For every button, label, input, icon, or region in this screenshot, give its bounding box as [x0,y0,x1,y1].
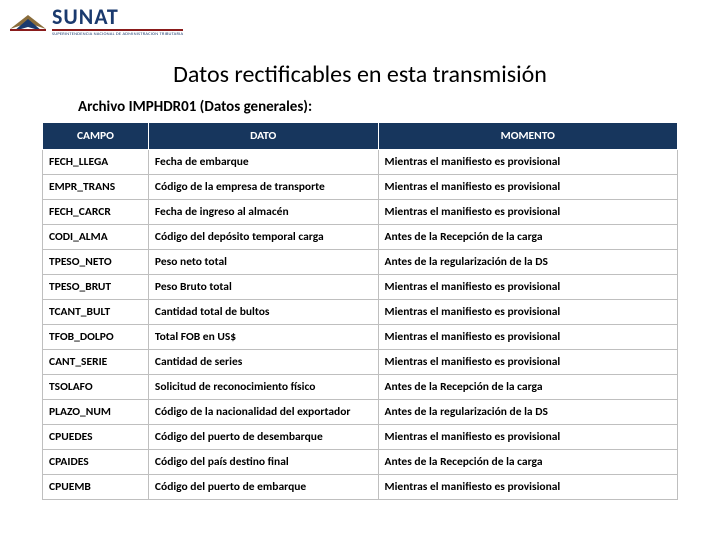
table-row: EMPR_TRANSCódigo de la empresa de transp… [43,175,678,200]
table-cell: Cantidad total de bultos [148,300,378,325]
page-subtitle: Archivo IMPHDR01 (Datos generales): [78,98,312,116]
table-cell: TFOB_DOLPO [43,325,149,350]
table-cell: Mientras el manifiesto es provisional [378,150,677,175]
table-cell: CPUEMB [43,475,149,500]
table-cell: CODI_ALMA [43,225,149,250]
table-body: FECH_LLEGAFecha de embarqueMientras el m… [43,150,678,500]
table-cell: CPAIDES [43,450,149,475]
table-cell: Antes de la regularización de la DS [378,400,677,425]
col-header-campo: CAMPO [43,123,149,150]
table-cell: Peso neto total [148,250,378,275]
col-header-dato: DATO [148,123,378,150]
table-cell: Fecha de embarque [148,150,378,175]
table-cell: Antes de la Recepción de la carga [378,450,677,475]
table-cell: Mientras el manifiesto es provisional [378,475,677,500]
table-cell: Mientras el manifiesto es provisional [378,325,677,350]
table-cell: Antes de la Recepción de la carga [378,375,677,400]
logo-subtitle: SUPERINTENDENCIA NACIONAL DE ADMINISTRAC… [52,33,183,38]
table-cell: Mientras el manifiesto es provisional [378,300,677,325]
table-cell: Mientras el manifiesto es provisional [378,425,677,450]
table-cell: CPUEDES [43,425,149,450]
logo-mark-icon [8,9,48,35]
table-cell: FECH_CARCR [43,200,149,225]
table-row: TSOLAFOSolicitud de reconocimiento físic… [43,375,678,400]
table-row: CPUEMBCódigo del puerto de embarqueMient… [43,475,678,500]
table-header: CAMPO DATO MOMENTO [43,123,678,150]
table-cell: Antes de la Recepción de la carga [378,225,677,250]
table-row: CANT_SERIECantidad de seriesMientras el … [43,350,678,375]
table-cell: TSOLAFO [43,375,149,400]
table-cell: Fecha de ingreso al almacén [148,200,378,225]
table-cell: Peso Bruto total [148,275,378,300]
table-cell: TPESO_NETO [43,250,149,275]
logo-text: SUNAT SUPERINTENDENCIA NACIONAL DE ADMIN… [52,6,183,38]
table-row: CODI_ALMACódigo del depósito temporal ca… [43,225,678,250]
table-row: FECH_CARCRFecha de ingreso al almacénMie… [43,200,678,225]
logo: SUNAT SUPERINTENDENCIA NACIONAL DE ADMIN… [8,6,183,38]
page-title: Datos rectificables en esta transmisión [0,60,720,89]
table-cell: TCANT_BULT [43,300,149,325]
table-cell: TPESO_BRUT [43,275,149,300]
table-cell: Antes de la regularización de la DS [378,250,677,275]
table-row: TPESO_NETOPeso neto totalAntes de la reg… [43,250,678,275]
table-cell: Código de la nacionalidad del exportador [148,400,378,425]
table-row: TPESO_BRUTPeso Bruto totalMientras el ma… [43,275,678,300]
table-cell: Mientras el manifiesto es provisional [378,175,677,200]
table-cell: Código del puerto de embarque [148,475,378,500]
table-cell: Total FOB en US$ [148,325,378,350]
table-cell: Solicitud de reconocimiento físico [148,375,378,400]
table-row: TFOB_DOLPOTotal FOB en US$Mientras el ma… [43,325,678,350]
table-row: CPUEDESCódigo del puerto de desembarqueM… [43,425,678,450]
table-cell: Código de la empresa de transporte [148,175,378,200]
table-cell: Cantidad de series [148,350,378,375]
table-cell: Mientras el manifiesto es provisional [378,275,677,300]
table-cell: Código del puerto de desembarque [148,425,378,450]
table-cell: CANT_SERIE [43,350,149,375]
table-cell: EMPR_TRANS [43,175,149,200]
table-cell: Código del país destino final [148,450,378,475]
data-table: CAMPO DATO MOMENTO FECH_LLEGAFecha de em… [42,122,678,500]
table-row: PLAZO_NUMCódigo de la nacionalidad del e… [43,400,678,425]
table-row: FECH_LLEGAFecha de embarqueMientras el m… [43,150,678,175]
table-row: TCANT_BULTCantidad total de bultosMientr… [43,300,678,325]
table-cell: Mientras el manifiesto es provisional [378,350,677,375]
logo-name: SUNAT [52,6,183,31]
table-cell: Mientras el manifiesto es provisional [378,200,677,225]
col-header-momento: MOMENTO [378,123,677,150]
table-cell: Código del depósito temporal carga [148,225,378,250]
table-cell: PLAZO_NUM [43,400,149,425]
table-cell: FECH_LLEGA [43,150,149,175]
table-row: CPAIDESCódigo del país destino finalAnte… [43,450,678,475]
